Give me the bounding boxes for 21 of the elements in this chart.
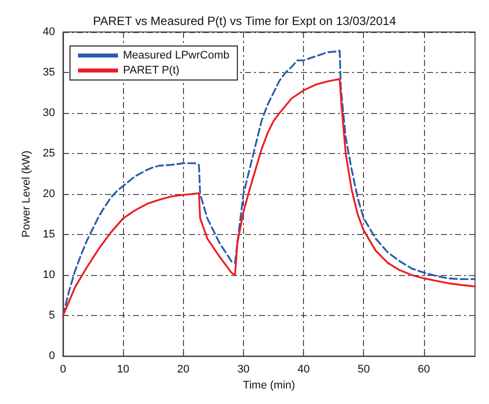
y-tick-label: 0 bbox=[48, 350, 55, 362]
x-tick-label: 20 bbox=[177, 364, 190, 376]
x-tick-label: 50 bbox=[358, 364, 370, 376]
y-tick-label: 5 bbox=[48, 310, 55, 322]
y-tick-label: 30 bbox=[42, 107, 55, 120]
y-tick-label: 25 bbox=[42, 148, 55, 160]
x-tick-label: 0 bbox=[60, 364, 66, 376]
y-tick-label: 40 bbox=[42, 26, 55, 38]
chart-title: PARET vs Measured P(t) vs Time for Expt on 13/03/2014 bbox=[92, 14, 396, 28]
x-tick-label: 40 bbox=[297, 364, 310, 376]
y-tick-label: 35 bbox=[42, 66, 55, 79]
legend-label: PARET P(t) bbox=[123, 64, 180, 76]
y-tick-label: 10 bbox=[42, 269, 55, 282]
x-axis-title: Time (min) bbox=[242, 380, 296, 392]
legend-label: Measured LPwrComb bbox=[123, 50, 230, 62]
y-axis-title: Power Level (kW) bbox=[20, 150, 32, 238]
x-tick-label: 60 bbox=[418, 364, 430, 376]
y-tick-label: 15 bbox=[42, 228, 55, 241]
x-tick-label: 30 bbox=[237, 364, 250, 376]
y-tick-label: 20 bbox=[42, 188, 55, 200]
x-tick-label: 10 bbox=[117, 364, 130, 376]
